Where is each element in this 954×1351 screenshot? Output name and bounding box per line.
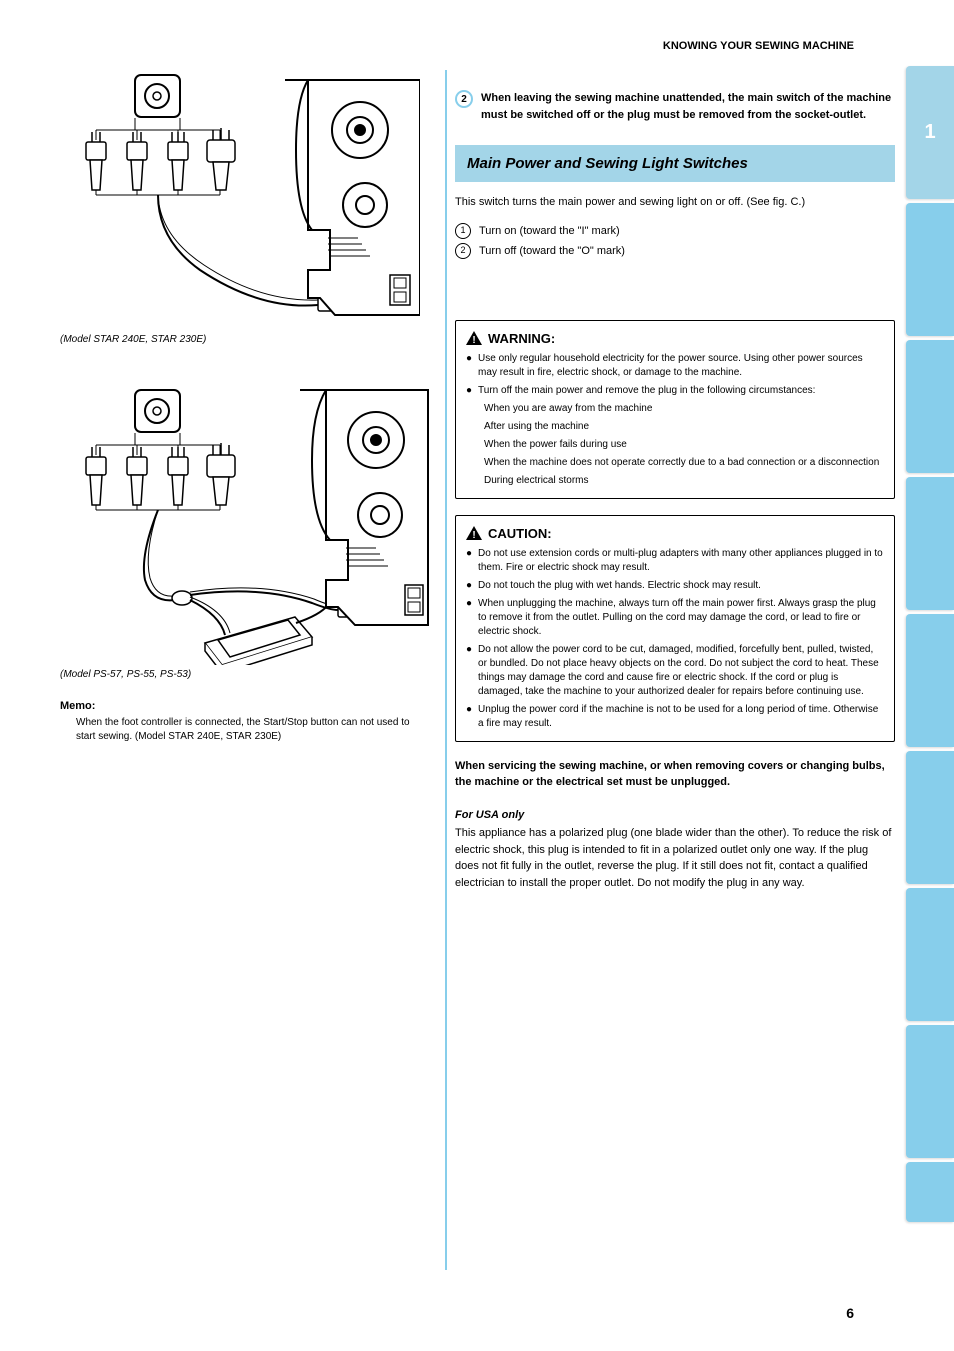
svg-text:!: !: [472, 530, 475, 540]
caution-bullet-3-text: When unplugging the machine, always turn…: [478, 597, 884, 639]
diagram-1-caption: (Model STAR 240E, STAR 230E): [60, 334, 430, 345]
warning-bullet-2-text: Turn off the main power and remove the p…: [478, 384, 815, 398]
caution-bullet-4: ● Do not allow the power cord to be cut,…: [466, 643, 884, 699]
diagram-2: (Model PS-57, PS-55, PS-53): [60, 385, 430, 680]
side-tab-4[interactable]: [906, 477, 954, 610]
page-header: KNOWING YOUR SEWING MACHINE: [663, 40, 854, 52]
warning-sub-3: When the power fails during use: [484, 438, 884, 452]
list-item-2: 2 Turn off (toward the "O" mark): [455, 243, 895, 260]
side-tabs: 1: [906, 66, 954, 1226]
caution-bullet-5-text: Unplug the power cord if the machine is …: [478, 703, 884, 731]
step-number-icon: 2: [455, 90, 473, 108]
plug-diagram-2-icon: [60, 385, 430, 665]
memo-label: Memo:: [60, 700, 430, 712]
warning-sub-5: During electrical storms: [484, 474, 884, 488]
caution-bullet-4-text: Do not allow the power cord to be cut, d…: [478, 643, 884, 699]
warning-triangle-icon: !: [466, 331, 482, 345]
warning-sub-1: When you are away from the machine: [484, 402, 884, 416]
memo-text: When the foot controller is connected, t…: [76, 716, 430, 744]
us-only-label: For USA only: [455, 807, 895, 824]
page-number: 6: [846, 1305, 854, 1321]
caution-triangle-icon: !: [466, 526, 482, 540]
caution-bullet-1: ● Do not use extension cords or multi-pl…: [466, 547, 884, 575]
side-tab-1-num: 1: [924, 121, 935, 144]
svg-text:!: !: [472, 335, 475, 345]
side-tab-6[interactable]: [906, 751, 954, 884]
list-item-1-text: Turn on (toward the "I" mark): [479, 223, 895, 240]
side-tab-7[interactable]: [906, 888, 954, 1021]
servicing-note: When servicing the sewing machine, or wh…: [455, 758, 895, 791]
caution-header: ! CAUTION:: [466, 526, 884, 541]
warning-bullet-1: ● Use only regular household electricity…: [466, 352, 884, 380]
warning-bullet-2: ● Turn off the main power and remove the…: [466, 384, 884, 398]
list-item-1: 1 Turn on (toward the "I" mark): [455, 223, 895, 240]
header-label: KNOWING YOUR SEWING MACHINE: [663, 40, 854, 52]
section-body: This switch turns the main power and sew…: [455, 194, 895, 211]
bullet-dot-icon: ●: [466, 643, 472, 699]
warning-bullet-1-text: Use only regular household electricity f…: [478, 352, 884, 380]
plug-diagram-1-icon: [60, 70, 420, 330]
caution-bullet-2: ● Do not touch the plug with wet hands. …: [466, 579, 884, 593]
warning-sub-2: After using the machine: [484, 420, 884, 434]
caution-bullet-2-text: Do not touch the plug with wet hands. El…: [478, 579, 761, 593]
list-item-2-text: Turn off (toward the "O" mark): [479, 243, 895, 260]
caution-bullet-5: ● Unplug the power cord if the machine i…: [466, 703, 884, 731]
warning-label: WARNING:: [488, 331, 555, 346]
bullet-dot-icon: ●: [466, 703, 472, 731]
bullet-dot-icon: ●: [466, 579, 472, 593]
intro-step-text: When leaving the sewing machine unattend…: [481, 90, 895, 123]
bullet-dot-icon: ●: [466, 352, 472, 380]
warning-box: ! WARNING: ● Use only regular household …: [455, 320, 895, 499]
caution-bullet-3: ● When unplugging the machine, always tu…: [466, 597, 884, 639]
us-only-text: This appliance has a polarized plug (one…: [455, 825, 895, 891]
left-column: (Model STAR 240E, STAR 230E): [60, 70, 430, 744]
intro-step: 2 When leaving the sewing machine unatte…: [455, 90, 895, 123]
bullet-dot-icon: ●: [466, 384, 472, 398]
caution-bullet-1-text: Do not use extension cords or multi-plug…: [478, 547, 884, 575]
bullet-dot-icon: ●: [466, 547, 472, 575]
side-tab-9[interactable]: [906, 1162, 954, 1222]
section-header-text: Main Power and Sewing Light Switches: [467, 155, 883, 172]
diagram-2-caption: (Model PS-57, PS-55, PS-53): [60, 669, 430, 680]
right-column: 2 When leaving the sewing machine unatte…: [455, 70, 895, 891]
circled-2-icon: 2: [455, 243, 471, 259]
section-header: Main Power and Sewing Light Switches: [455, 145, 895, 182]
caution-box: ! CAUTION: ● Do not use extension cords …: [455, 515, 895, 742]
column-divider: [445, 70, 447, 1270]
side-tab-2[interactable]: [906, 203, 954, 336]
caution-label: CAUTION:: [488, 526, 552, 541]
side-tab-3[interactable]: [906, 340, 954, 473]
side-tab-1[interactable]: 1: [906, 66, 954, 199]
warning-header: ! WARNING:: [466, 331, 884, 346]
diagram-1: (Model STAR 240E, STAR 230E): [60, 70, 430, 345]
bullet-dot-icon: ●: [466, 597, 472, 639]
circled-1-icon: 1: [455, 223, 471, 239]
warning-sub-4: When the machine does not operate correc…: [484, 456, 884, 470]
side-tab-8[interactable]: [906, 1025, 954, 1158]
side-tab-5[interactable]: [906, 614, 954, 747]
